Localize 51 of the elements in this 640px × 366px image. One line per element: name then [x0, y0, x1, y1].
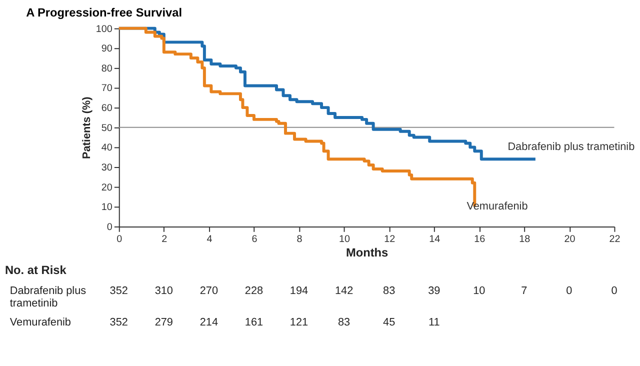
text: 7	[521, 284, 528, 297]
x-tick-label: 0	[116, 234, 123, 245]
chart-title: A Progression-free Survival	[26, 5, 182, 20]
series-label: Dabrafenib plus trametinib	[508, 141, 635, 154]
text: 0	[611, 284, 618, 297]
x-tick-label: 8	[296, 234, 303, 245]
x-axis-title: Months	[346, 246, 389, 260]
x-tick-label: 6	[252, 234, 258, 245]
x-tick-label: 2	[162, 234, 168, 245]
y-tick-label: 10	[101, 202, 113, 214]
x-tick-label: 10	[339, 234, 351, 245]
text: 0	[566, 284, 572, 297]
y-tick-label: 0	[106, 222, 113, 233]
x-tick-label: 4	[206, 234, 213, 245]
x-tick-label: 22	[609, 234, 620, 245]
y-tick-label: 40	[101, 142, 113, 154]
x-tick-label: 20	[564, 234, 576, 245]
text: 352	[110, 284, 128, 297]
y-tick-label: 50	[101, 122, 113, 134]
text: 83	[383, 284, 396, 297]
y-tick-label: 70	[101, 83, 113, 94]
text: Dabrafenib plus trametinib	[10, 284, 87, 310]
y-tick-label: 30	[101, 162, 113, 174]
text: No. at Risk	[4, 263, 67, 277]
text: 279	[154, 316, 173, 329]
text: 161	[244, 316, 264, 329]
y-axis-title: Patients (%)	[80, 96, 93, 159]
text: 83	[338, 316, 350, 329]
y-tick-label: 80	[101, 63, 113, 74]
text: 228	[244, 284, 264, 297]
text: 310	[154, 284, 173, 297]
text: 11	[428, 316, 440, 329]
x-tick-label: 14	[429, 234, 441, 245]
text: Vemurafenib	[10, 316, 71, 329]
y-tick-label: 90	[101, 44, 113, 55]
x-tick-label: 18	[519, 234, 531, 245]
text: 10	[473, 284, 486, 297]
text: 270	[200, 284, 218, 297]
text: 121	[290, 316, 308, 329]
text: 214	[200, 316, 218, 329]
y-tick-label: 20	[101, 182, 113, 194]
text: 142	[334, 284, 354, 297]
y-tick-label: 60	[101, 103, 113, 114]
text: 352	[110, 316, 128, 329]
x-tick-label: 16	[474, 234, 486, 245]
text: 45	[383, 316, 396, 329]
text: 39	[428, 284, 440, 297]
y-tick-label: 100	[96, 24, 113, 35]
text: 194	[290, 284, 308, 297]
x-tick-label: 12	[384, 234, 396, 245]
series-label: Vemurafenib	[466, 200, 528, 213]
